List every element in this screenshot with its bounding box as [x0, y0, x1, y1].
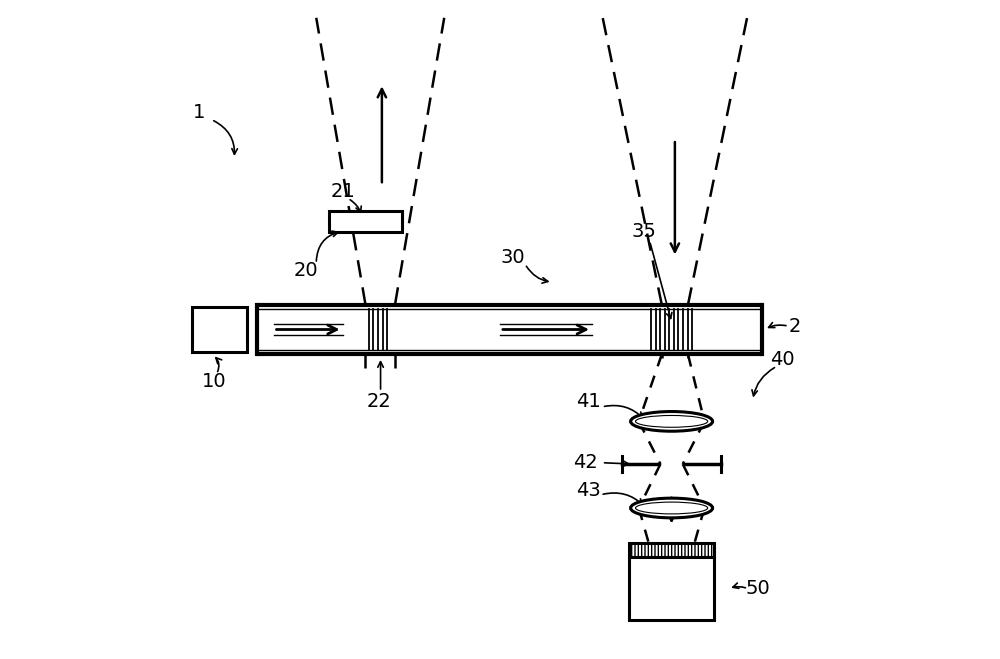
Text: 42: 42	[573, 453, 598, 473]
Bar	[629, 543, 714, 558]
Text: 30: 30	[501, 248, 525, 267]
Text: 10: 10	[202, 372, 227, 391]
Text: 21: 21	[330, 182, 355, 201]
Text: 50: 50	[746, 579, 770, 598]
Bar	[629, 558, 714, 619]
Text: 22: 22	[366, 392, 391, 411]
Ellipse shape	[631, 498, 713, 518]
Ellipse shape	[631, 411, 713, 431]
Text: 41: 41	[576, 392, 601, 411]
Ellipse shape	[636, 415, 708, 427]
Bar	[329, 211, 402, 232]
Text: 43: 43	[576, 481, 601, 500]
Text: 20: 20	[294, 261, 319, 280]
Text: 40: 40	[770, 349, 794, 368]
Text: 2: 2	[789, 317, 801, 335]
Text: 35: 35	[632, 221, 657, 241]
Bar	[192, 306, 247, 353]
Ellipse shape	[636, 502, 708, 514]
Text: 1: 1	[193, 103, 206, 123]
